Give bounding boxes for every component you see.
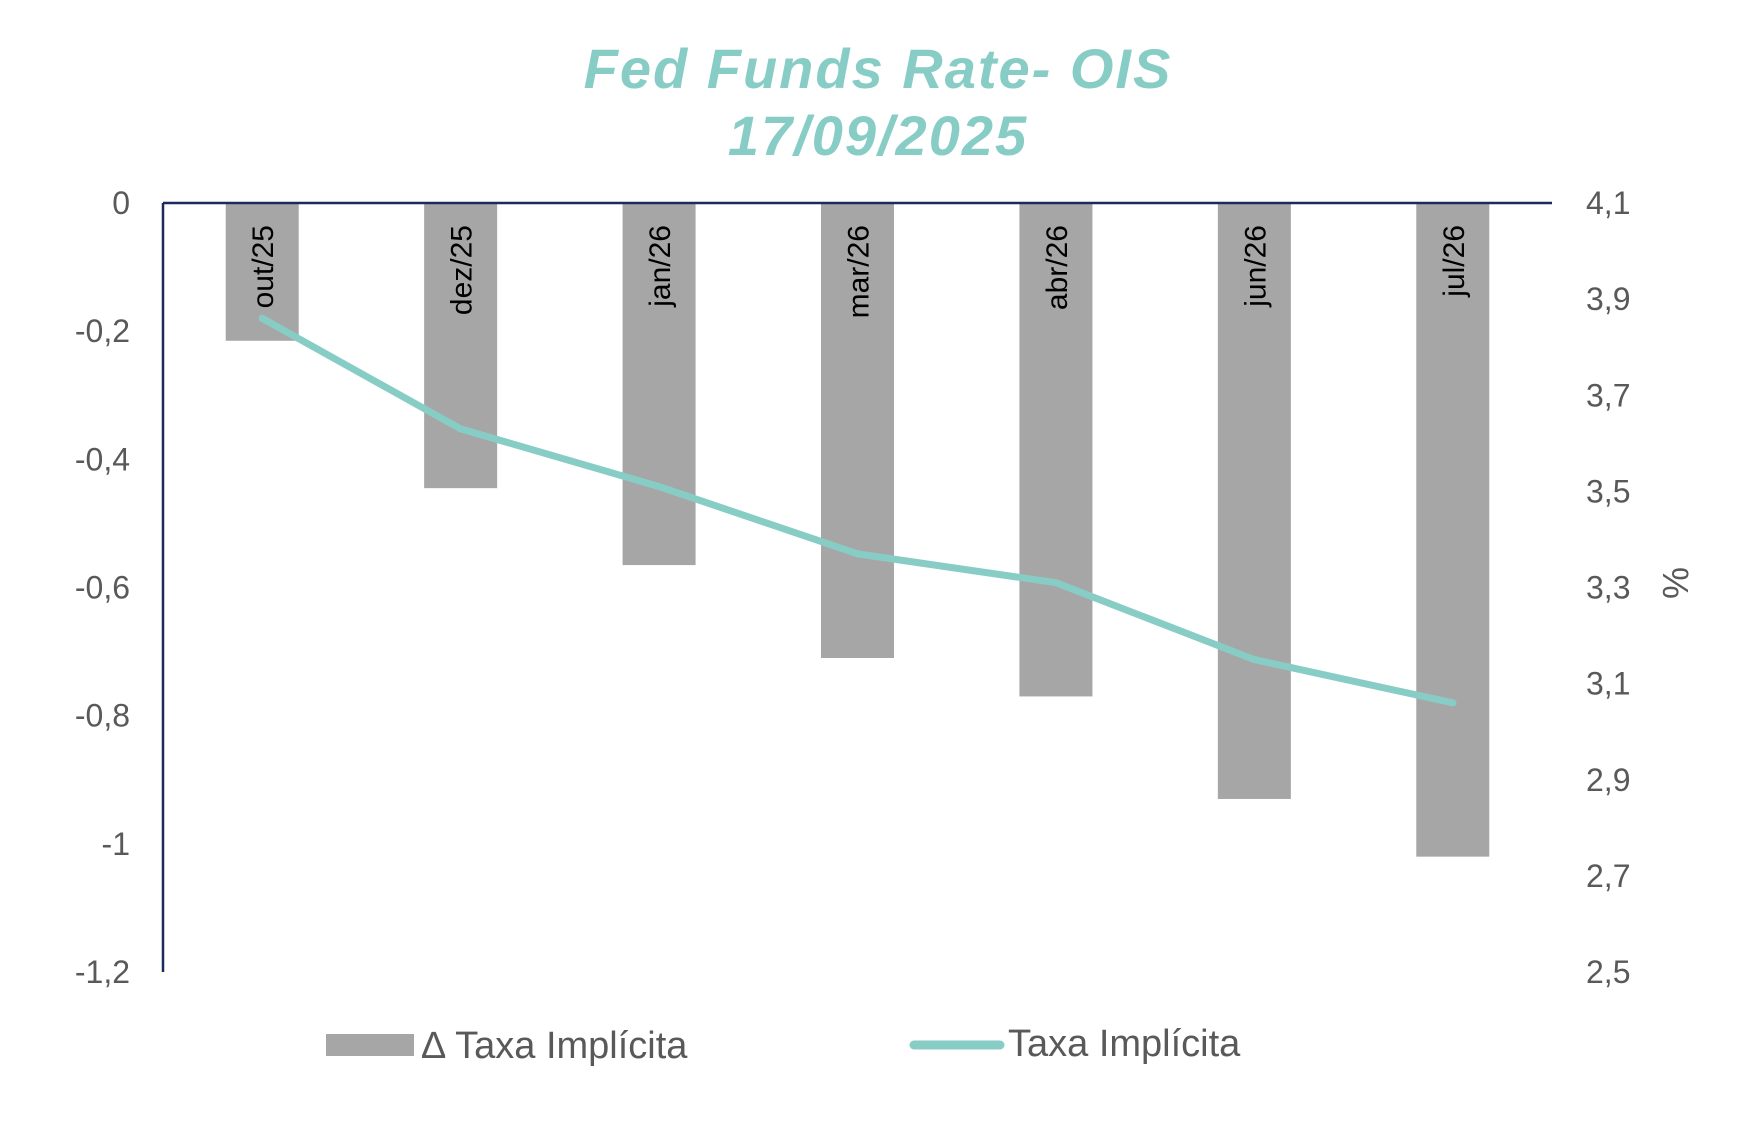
- bar-mar/26: [821, 203, 894, 658]
- category-label: jan/26: [644, 225, 677, 308]
- category-label: jul/26: [1438, 225, 1471, 298]
- category-label: jun/26: [1239, 225, 1272, 308]
- left-tick-label: -0,8: [75, 698, 130, 734]
- line-point-jan/26: [655, 483, 663, 491]
- line-point-mar/26: [854, 550, 861, 558]
- category-label: dez/25: [446, 225, 479, 315]
- line-point-dez/25: [457, 425, 465, 433]
- right-tick-label: 3,1: [1586, 666, 1630, 702]
- left-tick-label: -0,4: [75, 441, 130, 477]
- category-label: out/25: [247, 225, 280, 308]
- category-label: mar/26: [843, 225, 876, 318]
- chart-title: Fed Funds Rate- OIS: [584, 37, 1173, 100]
- category-labels-group: out/25 dez/25 jan/26 mar/26 abr/26 jun/26 jul/…: [247, 225, 1471, 318]
- left-ticks-group: 0 -0,2 -0,4 -0,6 -0,8 -1 -1,2: [75, 185, 130, 990]
- line-point-jun/26: [1250, 656, 1258, 664]
- right-tick-label: 2,7: [1586, 858, 1630, 894]
- bar-jun/26: [1217, 203, 1291, 799]
- left-tick-label: -0,6: [75, 570, 130, 606]
- legend-bar-label: ∆ Taxa Implícita: [422, 1025, 688, 1067]
- category-label: abr/26: [1041, 225, 1074, 310]
- right-tick-label: 3,9: [1586, 281, 1630, 317]
- right-tick-label: 2,9: [1586, 762, 1630, 798]
- right-ticks-group: 4,1 3,9 3,7 3,5 3,3 3,1 2,9 2,7 2,5: [1586, 185, 1630, 990]
- bar-jul/26: [1416, 203, 1490, 857]
- left-tick-label: -0,2: [75, 313, 130, 349]
- left-tick-label: -1: [102, 826, 130, 862]
- bar-abr/26: [1019, 203, 1093, 697]
- bars-group: [225, 203, 1490, 857]
- bar-dez/25: [424, 203, 498, 489]
- line-group: [258, 314, 1457, 707]
- right-tick-label: 3,3: [1586, 570, 1630, 606]
- legend-line-label: Taxa Implícita: [1008, 1023, 1241, 1065]
- right-tick-label: 4,1: [1586, 185, 1630, 221]
- line-point-out/25: [258, 314, 266, 322]
- line-point-jul/26: [1449, 699, 1457, 707]
- left-tick-label: -1,2: [75, 954, 130, 990]
- right-tick-label: 3,7: [1586, 377, 1630, 413]
- right-axis-title: %: [1655, 567, 1696, 599]
- bar-jan/26: [622, 203, 696, 566]
- legend: ∆ Taxa Implícita Taxa Implícita: [326, 1023, 1241, 1067]
- chart-subtitle: 17/09/2025: [728, 104, 1028, 167]
- left-tick-label: 0: [112, 185, 130, 221]
- line-point-abr/26: [1052, 579, 1060, 587]
- right-tick-label: 2,5: [1586, 954, 1630, 990]
- axes-group: [161, 201, 1552, 972]
- right-tick-label: 3,5: [1586, 473, 1630, 509]
- legend-bar-swatch: [326, 1034, 414, 1056]
